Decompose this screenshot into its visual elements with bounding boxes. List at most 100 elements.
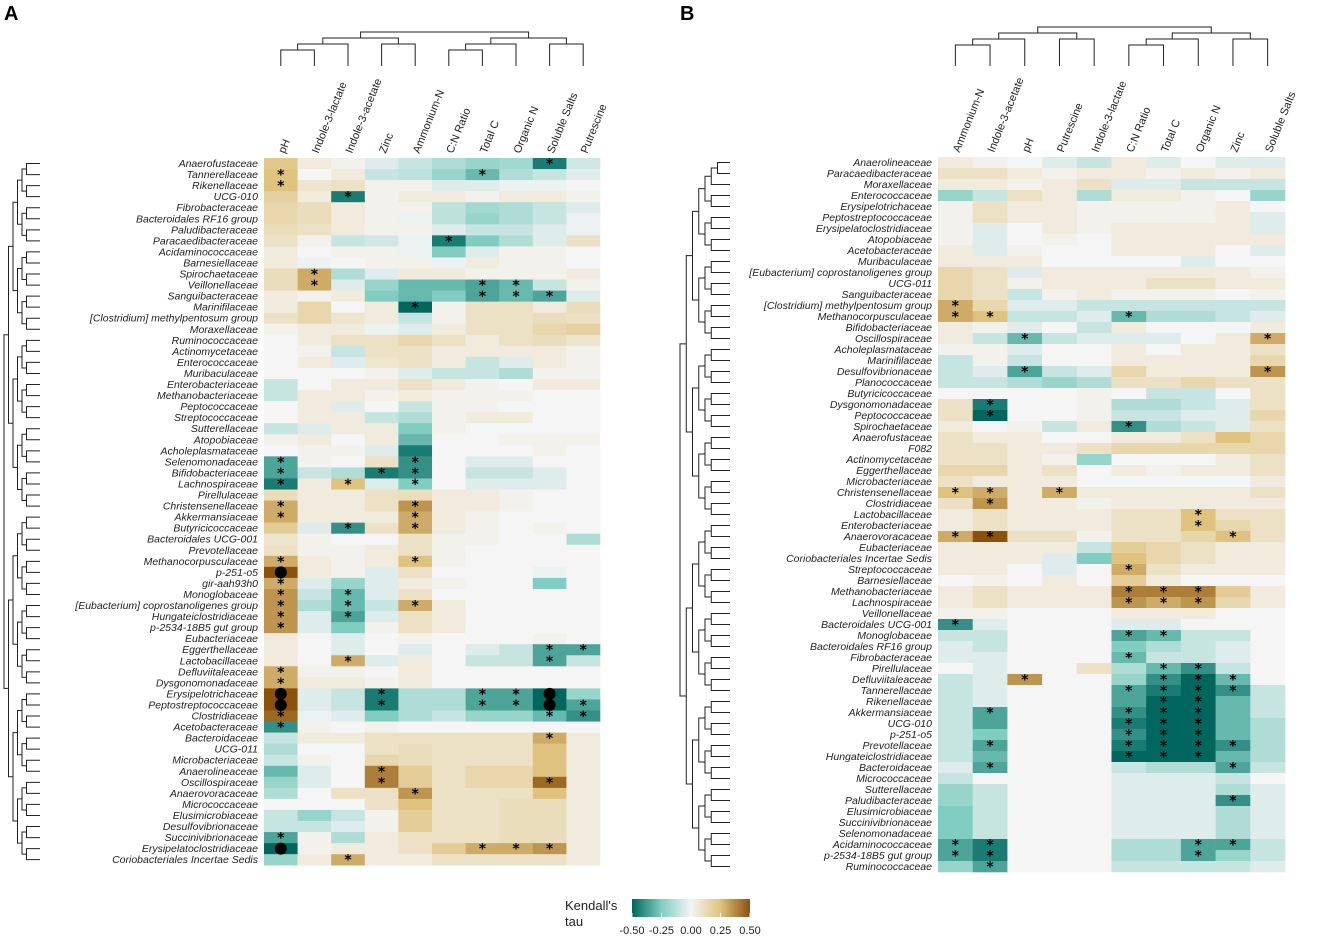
heatmap-cell xyxy=(432,710,466,722)
heatmap-cell xyxy=(1076,740,1112,752)
row-dendrogram-branch xyxy=(26,361,40,374)
heatmap-cell xyxy=(972,674,1008,686)
heatmap-cell xyxy=(938,806,973,818)
row-dendrogram-branch xyxy=(26,384,40,397)
significance-star: * xyxy=(986,761,994,777)
heatmap-cell xyxy=(1076,168,1112,180)
heatmap-cell xyxy=(465,268,500,280)
heatmap-cell xyxy=(499,832,534,844)
heatmap-cell xyxy=(432,732,466,744)
heatmap-cell xyxy=(1007,674,1043,686)
heatmap-cell xyxy=(532,588,567,601)
row-label: Marinifilaceae xyxy=(193,302,258,314)
heatmap-cell xyxy=(364,489,399,501)
row-label: Tannerellaceae xyxy=(187,169,259,181)
heatmap-cell xyxy=(432,246,466,258)
heatmap-cell xyxy=(532,832,567,844)
row-label: Anaerofustaceae xyxy=(178,158,259,170)
heatmap-cell xyxy=(1042,652,1078,664)
heatmap-cell xyxy=(499,213,534,225)
significance-star: * xyxy=(580,643,588,659)
heatmap-cell xyxy=(1007,355,1043,367)
heatmap-cell xyxy=(465,555,500,568)
significance-star: * xyxy=(1160,706,1168,722)
row-label: Acholeplasmataceae xyxy=(834,344,933,356)
row-label: Moraxellaceae xyxy=(864,179,932,191)
heatmap-cell xyxy=(297,345,332,358)
row-label: Eubacteriaceae xyxy=(185,633,258,645)
heatmap-cell xyxy=(297,500,332,512)
heatmap-cell xyxy=(1180,718,1216,730)
heatmap-cell xyxy=(297,489,332,501)
heatmap-cell xyxy=(1076,443,1112,455)
heatmap-cell xyxy=(1180,256,1216,268)
heatmap-cell xyxy=(1250,256,1286,268)
heatmap-cell xyxy=(1111,795,1147,807)
heatmap-cell xyxy=(364,500,399,512)
heatmap-cell xyxy=(1250,520,1286,532)
heatmap-cell xyxy=(566,633,601,645)
column-dendrogram-branch xyxy=(280,49,315,66)
row-label: Tannerellaceae xyxy=(861,685,933,697)
heatmap-cell xyxy=(364,577,399,590)
heatmap-cell xyxy=(1111,652,1147,664)
heatmap-cell xyxy=(938,476,973,488)
row-label: F082 xyxy=(908,443,932,455)
significance-star: * xyxy=(952,838,960,854)
heatmap-cell xyxy=(938,828,973,840)
heatmap-cell xyxy=(1250,223,1286,235)
heatmap-cell xyxy=(1007,685,1043,697)
heatmap-cell xyxy=(972,652,1008,664)
column-label: pH xyxy=(276,138,292,156)
heatmap-cell xyxy=(1250,861,1286,873)
heatmap-cell xyxy=(1180,245,1216,257)
heatmap-cell xyxy=(1146,564,1182,576)
heatmap-cell xyxy=(364,213,399,225)
heatmap-cell xyxy=(1076,245,1112,257)
heatmap-cell xyxy=(1146,355,1182,367)
heatmap-cell xyxy=(972,509,1008,521)
heatmap-cell xyxy=(432,158,466,170)
heatmap-cell xyxy=(499,334,534,347)
heatmap-cell xyxy=(938,586,973,598)
heatmap-cell xyxy=(532,843,567,855)
heatmap-cell xyxy=(1250,234,1286,246)
heatmap-cell xyxy=(1146,553,1182,565)
heatmap-cell xyxy=(364,611,399,623)
heatmap-cell xyxy=(1076,564,1112,576)
column-label: Organic N xyxy=(1194,104,1224,154)
heatmap-cell xyxy=(1180,300,1216,312)
heatmap-cell xyxy=(1042,740,1078,752)
heatmap-cell xyxy=(499,224,534,236)
heatmap-cell xyxy=(972,707,1008,719)
row-label: Defluviitaleaceae xyxy=(852,674,932,686)
row-dendrogram-branch xyxy=(710,327,730,339)
heatmap-cell xyxy=(1007,300,1043,312)
heatmap-cell xyxy=(1215,817,1251,829)
heatmap-cell xyxy=(398,412,433,424)
heatmap-cell xyxy=(1007,344,1043,356)
heatmap-cell xyxy=(432,268,466,280)
heatmap-cell xyxy=(972,223,1008,235)
heatmap-cell xyxy=(1215,476,1251,488)
heatmap-cell xyxy=(1042,850,1078,862)
heatmap-cell xyxy=(398,379,433,391)
heatmap-cell xyxy=(398,611,433,623)
heatmap-cell xyxy=(465,854,500,866)
heatmap-cell xyxy=(499,798,534,811)
heatmap-cell xyxy=(1180,597,1216,609)
heatmap-cell xyxy=(1215,784,1251,796)
heatmap-cell xyxy=(972,608,1008,620)
heatmap-cell xyxy=(1215,531,1251,543)
row-dendrogram-branch xyxy=(710,767,730,779)
significance-star: * xyxy=(1195,706,1203,722)
heatmap-cell xyxy=(297,577,332,590)
row-dendrogram-branch xyxy=(26,538,40,551)
heatmap-cell xyxy=(465,257,500,269)
heatmap-cell xyxy=(1076,377,1112,389)
heatmap-cell xyxy=(297,721,332,733)
heatmap-cell xyxy=(1146,630,1182,642)
heatmap-cell xyxy=(1111,806,1147,818)
heatmap-cell xyxy=(1076,817,1112,829)
heatmap-cell xyxy=(1111,575,1147,587)
